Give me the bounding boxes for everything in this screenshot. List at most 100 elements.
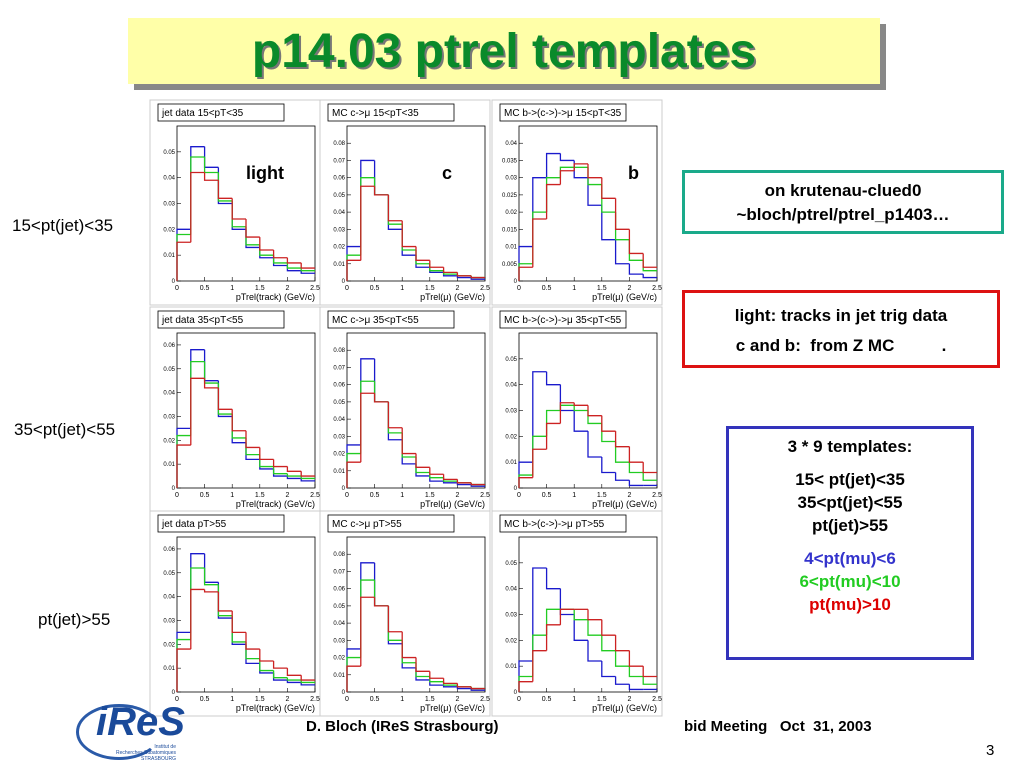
y-tick-label: 0.04	[163, 595, 175, 601]
column-label: light	[246, 163, 284, 183]
x-tick-label: 1.5	[425, 285, 435, 292]
x-tick-label: 2	[455, 696, 459, 703]
histogram-bin	[614, 441, 630, 463]
histogram-bin	[373, 597, 389, 607]
box-line: on krutenau-clued0	[764, 181, 922, 200]
x-tick-label: 0	[517, 696, 521, 703]
panel-title: MC c->μ 15<pT<35	[332, 108, 419, 119]
histogram-bin	[587, 163, 602, 179]
histogram-bin	[545, 422, 561, 450]
x-tick-label: 0.5	[370, 285, 380, 292]
panel-title: jet data 15<pT<35	[161, 108, 244, 119]
x-tick-label: 0	[345, 696, 349, 703]
histogram-bin	[300, 478, 315, 482]
histogram-bin	[614, 635, 630, 652]
panel-frame	[319, 306, 491, 513]
panel-title-box	[157, 514, 285, 533]
y-tick-label: 0.04	[163, 391, 175, 397]
histogram-bin	[300, 268, 315, 272]
histogram-bin	[470, 482, 485, 486]
histogram-bin	[360, 392, 375, 463]
histogram-bin	[272, 466, 288, 475]
histogram-bin	[286, 257, 302, 264]
panel-title-box	[499, 103, 627, 122]
y-tick-label: 0.01	[505, 460, 517, 466]
histogram-bin	[642, 274, 657, 279]
histogram-bin	[286, 473, 302, 477]
y-tick-label: 0.01	[505, 245, 517, 251]
x-tick-label: 0	[175, 696, 179, 703]
y-tick-label: 0.06	[333, 176, 345, 182]
histogram-bin	[532, 650, 547, 682]
histogram-bin	[272, 459, 288, 468]
y-tick-label: 0.04	[333, 621, 345, 627]
y-tick-label: 0.02	[333, 452, 345, 458]
x-tick-label: 0.5	[370, 492, 380, 499]
y-tick-label: 0.04	[505, 141, 517, 147]
histogram-bin	[573, 405, 588, 412]
histogram-bin	[259, 237, 274, 251]
histogram-bin	[203, 568, 219, 586]
y-tick-label: 0.04	[333, 417, 345, 423]
x-tick-label: 2.5	[310, 492, 320, 499]
histogram-bin	[601, 415, 616, 432]
histogram-bin	[203, 172, 219, 181]
y-tick-label: 0.06	[333, 587, 345, 593]
plot-frame	[346, 332, 486, 489]
histogram-bin	[642, 253, 657, 268]
y-tick-label: 0	[172, 486, 176, 492]
histogram-bin	[415, 246, 430, 261]
histogram-bin	[642, 666, 657, 678]
y-tick-label: 0.01	[333, 469, 345, 475]
histogram-bin	[573, 163, 588, 171]
x-tick-label: 1.5	[425, 492, 435, 499]
logo-line: STRASBOURG	[140, 756, 176, 762]
y-tick-label: 0	[514, 486, 518, 492]
x-tick-label: 0.5	[542, 492, 552, 499]
y-tick-label: 0.035	[502, 158, 518, 164]
panel-frame	[491, 510, 663, 717]
histogram-bin	[286, 262, 302, 269]
footer-author: D. Bloch (IReS Strasbourg)	[306, 718, 499, 735]
x-tick-label: 2	[627, 696, 631, 703]
histogram-bin	[518, 477, 533, 488]
histogram-bin	[300, 680, 315, 684]
x-tick-label: 0	[175, 492, 179, 499]
panel-frame	[319, 510, 491, 717]
y-tick-label: 0	[342, 486, 346, 492]
histogram-bin	[587, 609, 602, 621]
histogram-bin	[642, 472, 657, 481]
box-line: light: tracks in jet trig data	[734, 306, 948, 325]
panel-frame	[491, 99, 663, 306]
histogram-bin	[415, 453, 430, 468]
histogram-bin	[532, 448, 547, 478]
histogram-bin	[545, 624, 561, 651]
x-axis-label: pTrel(track) (GeV/c)	[236, 499, 315, 509]
y-tick-label: 0.03	[163, 414, 175, 420]
x-tick-label: 1	[400, 285, 404, 292]
histogram-bin	[286, 680, 302, 684]
x-axis-label: pTrel(μ) (GeV/c)	[420, 499, 485, 509]
histogram-bin	[442, 474, 458, 481]
histogram-bin	[231, 409, 246, 432]
histogram-bin	[559, 170, 575, 185]
histogram-bin	[387, 605, 403, 633]
y-tick-label: 0	[172, 279, 176, 285]
y-tick-label: 0.05	[333, 193, 345, 199]
histogram-bin	[587, 177, 602, 206]
histogram-bin	[573, 609, 588, 621]
histogram-bin	[614, 472, 630, 481]
histogram-bin	[401, 427, 416, 455]
y-tick-label: 0.04	[505, 587, 517, 593]
plot-frame	[346, 536, 486, 693]
x-tick-label: 2	[627, 492, 631, 499]
y-tick-label: 0.04	[505, 383, 517, 389]
mu-bin: pt(mu)>10	[809, 595, 891, 614]
x-tick-label: 0.5	[542, 285, 552, 292]
histogram-bin	[300, 270, 315, 274]
x-tick-label: 2	[285, 285, 289, 292]
histogram-bin	[442, 267, 458, 274]
x-tick-label: 0	[345, 285, 349, 292]
